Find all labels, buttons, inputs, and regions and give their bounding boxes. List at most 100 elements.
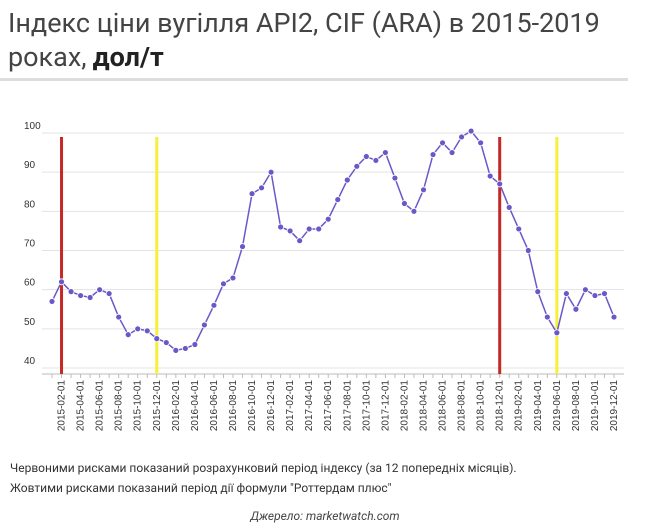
- data-point: [524, 247, 532, 254]
- data-point: [439, 139, 446, 147]
- x-tick-label: 2019-08-01: [571, 380, 582, 432]
- data-point: [67, 288, 75, 296]
- series-line: [51, 130, 615, 352]
- x-tick-label: 2019-12-01: [609, 380, 620, 432]
- data-point: [124, 331, 132, 339]
- data-point: [86, 294, 94, 301]
- x-tick-label: 2015-08-01: [114, 380, 125, 432]
- data-point: [610, 313, 618, 321]
- data-point: [334, 196, 342, 203]
- data-point: [505, 204, 513, 211]
- data-point: [572, 305, 580, 313]
- data-point: [562, 290, 570, 297]
- data-point: [115, 313, 123, 321]
- x-tick-label: 2016-06-01: [209, 380, 220, 432]
- y-tick-label: 100: [24, 121, 41, 132]
- data-point: [420, 186, 427, 194]
- y-tick-label: 40: [24, 356, 36, 367]
- chart-title: Індекс ціни вугілля API2, CIF (ARA) в 20…: [8, 6, 628, 74]
- data-point: [477, 139, 485, 147]
- x-tick-label: 2018-04-01: [418, 380, 429, 432]
- data-point: [305, 225, 313, 233]
- x-tick-label: 2017-02-01: [285, 380, 296, 432]
- data-point: [315, 225, 323, 233]
- x-tick-label: 2019-02-01: [514, 380, 525, 432]
- data-point: [239, 243, 246, 250]
- y-tick-label: 80: [24, 199, 36, 210]
- title-text: Індекс ціни вугілля API2, CIF (ARA) в 20…: [8, 7, 600, 73]
- x-tick-label: 2019-04-01: [533, 380, 544, 432]
- title-unit: дол/т: [92, 41, 164, 73]
- data-point: [372, 157, 380, 164]
- x-tick-label: 2015-12-01: [152, 380, 163, 432]
- x-tick-label: 2017-04-01: [304, 380, 315, 432]
- x-tick-label: 2017-10-01: [361, 380, 372, 432]
- divider: [0, 78, 628, 81]
- data-point: [277, 223, 285, 231]
- data-point: [486, 172, 494, 180]
- x-tick-label: 2019-06-01: [552, 380, 563, 432]
- data-point: [267, 168, 275, 176]
- data-point: [353, 162, 361, 170]
- data-point: [582, 286, 589, 294]
- x-tick-label: 2018-08-01: [457, 380, 468, 432]
- data-point: [324, 215, 332, 223]
- data-point: [143, 327, 151, 335]
- data-point: [220, 280, 227, 288]
- note: Червоними рисками показаний розрахункови…: [10, 461, 517, 475]
- data-point: [191, 341, 199, 348]
- data-point: [258, 184, 265, 192]
- data-point: [458, 133, 465, 141]
- data-point: [591, 292, 599, 299]
- data-point: [201, 321, 208, 329]
- data-point: [534, 288, 542, 296]
- x-tick-label: 2015-10-01: [133, 380, 144, 432]
- data-point: [172, 346, 180, 354]
- x-tick-label: 2015-04-01: [76, 380, 87, 432]
- x-tick-label: 2015-06-01: [95, 380, 106, 432]
- data-point: [496, 180, 504, 188]
- x-tick-label: 2017-08-01: [342, 380, 353, 432]
- x-tick-label: 2017-06-01: [323, 380, 334, 432]
- x-tick-label: 2016-12-01: [266, 380, 277, 432]
- data-point: [181, 345, 189, 352]
- data-point: [410, 207, 418, 215]
- data-point: [543, 313, 551, 321]
- x-tick-label: 2016-08-01: [228, 380, 239, 432]
- data-point: [96, 286, 104, 294]
- data-point: [401, 200, 408, 207]
- x-tick-label: 2015-02-01: [57, 380, 68, 432]
- data-point: [58, 278, 65, 286]
- data-point: [77, 292, 84, 299]
- source: Джерело: marketwatch.com: [250, 509, 400, 523]
- y-tick-label: 50: [24, 317, 36, 328]
- y-tick-label: 70: [24, 239, 36, 250]
- data-point: [343, 176, 351, 184]
- y-tick-label: 90: [24, 160, 36, 171]
- x-tick-label: 2018-12-01: [495, 380, 506, 432]
- notes: Червоними рисками показаний розрахункови…: [10, 458, 517, 498]
- data-point: [134, 325, 142, 333]
- data-point: [381, 149, 389, 156]
- data-point: [286, 227, 294, 235]
- data-point: [391, 174, 399, 182]
- data-point: [162, 339, 170, 346]
- data-point: [229, 274, 237, 282]
- data-point: [296, 237, 304, 245]
- data-point: [429, 151, 437, 158]
- data-point: [105, 290, 113, 297]
- x-tick-label: 2016-10-01: [247, 380, 258, 432]
- x-tick-label: 2019-10-01: [590, 380, 601, 432]
- y-tick-label: 60: [24, 278, 36, 289]
- note: Жовтими рисками показаний період дії фор…: [10, 481, 392, 495]
- x-tick-label: 2016-02-01: [171, 380, 182, 432]
- data-point: [553, 329, 561, 337]
- data-point: [515, 225, 523, 233]
- x-tick-label: 2016-04-01: [190, 380, 201, 432]
- x-tick-label: 2018-06-01: [438, 380, 449, 432]
- x-tick-label: 2018-10-01: [476, 380, 487, 432]
- data-point: [601, 290, 608, 297]
- data-point: [210, 301, 218, 309]
